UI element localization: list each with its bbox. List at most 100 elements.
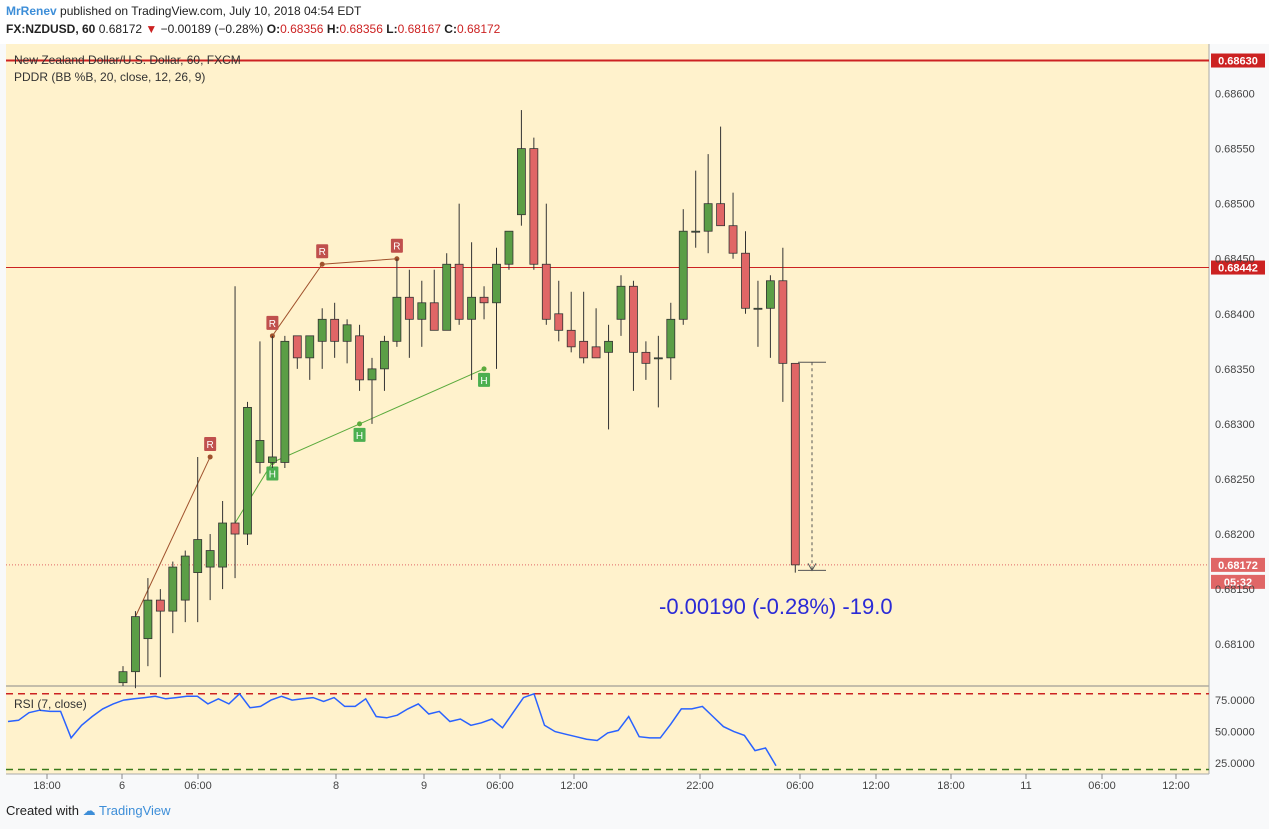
candle-up: [317, 318, 327, 342]
open-label: O:: [266, 22, 281, 36]
indicator-legend: PDDR (BB %B, 20, close, 12, 26, 9): [14, 70, 205, 84]
x-tick-label: 12:00: [560, 780, 588, 792]
tradingview-link[interactable]: TradingView: [99, 803, 171, 818]
candle-down: [429, 302, 439, 331]
price-tag-last-bg: [1211, 557, 1265, 572]
x-tick-label: 12:00: [862, 780, 890, 792]
candle-up: [267, 456, 277, 463]
candle-up: [367, 368, 377, 381]
candle-up: [180, 555, 190, 601]
y-tick-label: 0.68200: [1215, 529, 1255, 541]
x-tick-label: 11: [1020, 780, 1031, 792]
candle-down: [728, 225, 738, 254]
high-label: H:: [326, 22, 340, 36]
price-tag-mid: 0.68442: [1218, 263, 1258, 275]
pattern-marker: [353, 427, 366, 442]
x-tick-label: 18:00: [937, 780, 965, 792]
candle-down: [629, 285, 638, 353]
pattern-point: [357, 421, 363, 427]
symbol-info: FX:NZDUSD, 60 0.68172 ▼ −0.00189 (−0.28%…: [6, 22, 500, 36]
footer: Created with ☁ TradingView: [6, 803, 171, 819]
measure-arrow: [807, 563, 817, 572]
pattern-marker-label: R: [393, 242, 400, 253]
pattern-marker-label: H: [480, 376, 487, 387]
pattern-point: [481, 366, 487, 372]
y-tick-label: 0.68550: [1215, 144, 1255, 156]
pattern-marker: [204, 436, 217, 451]
open-value: 0.68356: [280, 22, 324, 36]
candle-up: [342, 324, 352, 342]
publish-text: published on TradingView.com, July 10, 2…: [56, 4, 362, 18]
candle-down: [292, 335, 302, 359]
candle-down: [566, 329, 576, 348]
header-bar: MrRenev published on TradingView.com, Ju…: [0, 0, 1269, 44]
rsi-tick-label: 75.0000: [1215, 695, 1255, 707]
candle-down: [579, 340, 589, 359]
pattern-marker: [390, 238, 403, 253]
y-tick-label: 0.68100: [1215, 639, 1255, 651]
y-tick-label: 0.68350: [1215, 364, 1255, 376]
y-tick-label: 0.68150: [1215, 584, 1255, 596]
x-tick-label: 22:00: [686, 780, 714, 792]
pattern-marker: [316, 244, 329, 259]
price-tag-high-bg: [1211, 53, 1265, 68]
candle-down: [554, 313, 564, 331]
candle-up: [392, 296, 402, 342]
candle-down: [355, 335, 364, 381]
x-tick-label: 9: [421, 780, 427, 792]
candle-down: [330, 318, 340, 342]
x-tick-label: 06:00: [184, 780, 212, 792]
x-tick-label: 06:00: [486, 780, 514, 792]
candle-up: [504, 230, 514, 265]
price-tag-high: 0.68630: [1218, 56, 1258, 68]
y-tick-label: 0.68450: [1215, 254, 1255, 266]
low-value: 0.68167: [397, 22, 441, 36]
price-change: −0.00189 (−0.28%): [160, 22, 264, 36]
candle-up: [703, 203, 713, 232]
author-link[interactable]: MrRenev: [6, 4, 57, 18]
created-with-text: Created with: [6, 803, 79, 818]
candle-up: [666, 318, 676, 359]
y-tick-label: 0.68600: [1215, 89, 1255, 101]
x-tick-label: 6: [119, 780, 125, 792]
candle-up: [616, 285, 626, 320]
high-value: 0.68356: [339, 22, 383, 36]
candle-up: [143, 599, 153, 640]
measure-label: -0.00190 (-0.28%) -19.0: [659, 594, 893, 619]
rsi-line: [7, 692, 777, 767]
candle-up: [678, 230, 688, 320]
x-tick-label: 12:00: [1162, 780, 1190, 792]
countdown-tag-bg: [1211, 574, 1265, 589]
candle-up: [442, 263, 452, 331]
candle-down: [716, 203, 725, 227]
candle-up: [168, 566, 178, 612]
pattern-marker-label: R: [207, 440, 214, 451]
candle-up: [118, 671, 128, 684]
x-tick-label: 06:00: [1088, 780, 1116, 792]
candle-up: [255, 440, 265, 463]
rsi-pane: [6, 686, 1209, 774]
candle-up: [218, 522, 228, 568]
candle-down: [454, 263, 464, 320]
candle-down: [155, 599, 165, 612]
price-tag-mid-bg: [1211, 260, 1265, 275]
price-chart[interactable]: 0.68630 0.68442 0.68172 05:32 R R R R H H H 75.00…: [0, 44, 1269, 804]
candle-up: [653, 357, 663, 360]
low-label: L:: [386, 22, 398, 36]
pattern-marker-label: R: [269, 319, 276, 330]
pattern-line: [234, 368, 485, 524]
candle-down: [529, 148, 539, 265]
x-tick-label: 06:00: [786, 780, 814, 792]
publish-info: MrRenev published on TradingView.com, Ju…: [6, 4, 361, 18]
candle-down: [790, 362, 800, 566]
candle-up: [131, 616, 140, 673]
pair-legend: New Zealand Dollar/U.S. Dollar, 60, FXCM: [14, 53, 241, 67]
pattern-marker-label: H: [269, 469, 276, 480]
pattern-marker: [266, 466, 279, 481]
rsi-tick-label: 25.0000: [1215, 758, 1255, 770]
candle-down: [741, 252, 750, 309]
pattern-point: [207, 454, 213, 460]
y-tick-label: 0.68400: [1215, 309, 1255, 321]
y-tick-label: 0.68250: [1215, 474, 1255, 486]
candle-up: [417, 302, 427, 320]
